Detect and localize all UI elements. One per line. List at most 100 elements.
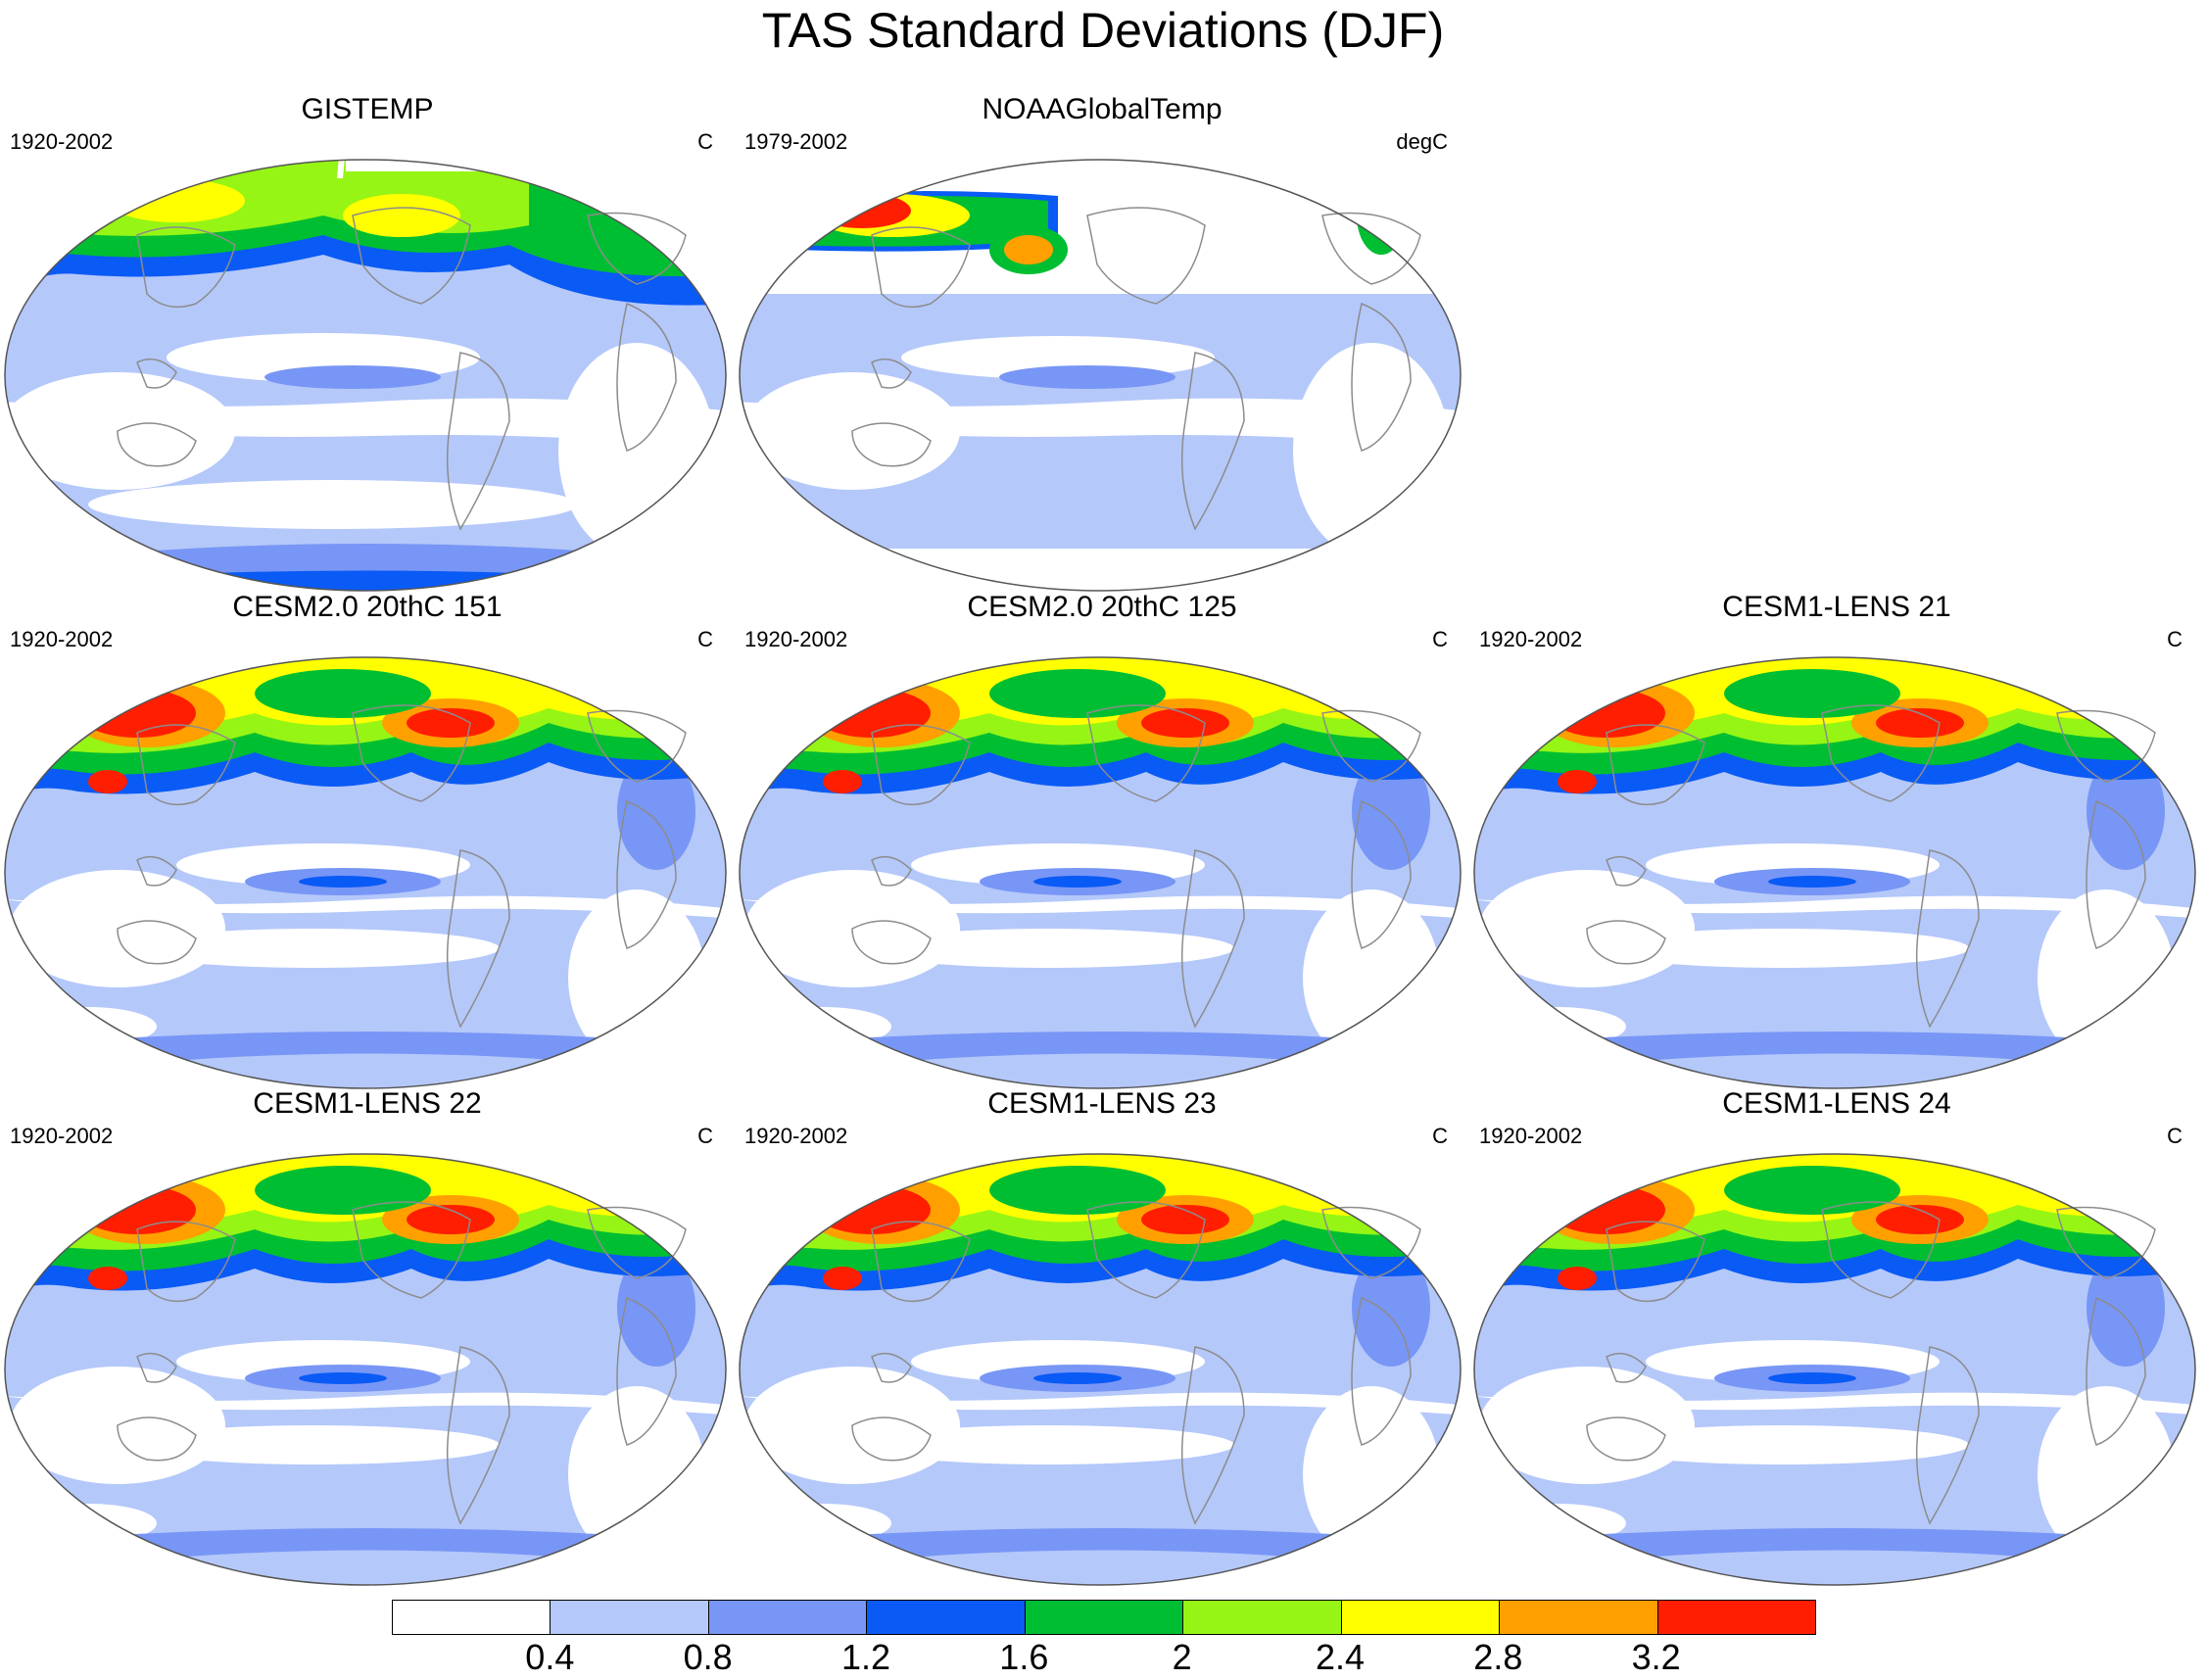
panel-cesm1-lens-21: CESM1-LENS 21 1920-2002 C xyxy=(1469,588,2204,1089)
coastline xyxy=(2086,799,2146,949)
field-nh-red-america xyxy=(407,1205,495,1234)
field-nh-red-america xyxy=(1141,708,1229,738)
coastline xyxy=(1086,704,1206,802)
panel-cesm2-151: CESM2.0 20thC 151 1920-2002 C xyxy=(0,588,735,1089)
coastline xyxy=(446,1346,510,1525)
coastline xyxy=(1086,207,1206,305)
coastline xyxy=(117,1416,197,1462)
field-europe-green xyxy=(1357,176,1406,255)
panel-gistemp: GISTEMP 1920-2002 C xyxy=(0,90,735,592)
coastline xyxy=(352,704,471,802)
field-enso-peak xyxy=(1768,1372,1856,1384)
coastline xyxy=(352,1201,471,1299)
panel-title: GISTEMP xyxy=(301,93,434,125)
coastline xyxy=(446,849,510,1029)
panel-units: C xyxy=(1432,1124,1448,1148)
colorbar-swatch xyxy=(1657,1601,1815,1634)
coastline xyxy=(1586,1416,1666,1462)
field-arctic-green xyxy=(1724,669,1900,718)
panel-period: 1920-2002 xyxy=(1479,1124,1583,1148)
panel-period: 1920-2002 xyxy=(10,627,114,651)
map-plot xyxy=(1473,1153,2196,1586)
coastline xyxy=(136,1221,236,1303)
colorbar-tick-label: 2.4 xyxy=(1315,1637,1366,1677)
field-data-gap xyxy=(337,160,345,178)
field-arctic-green xyxy=(255,669,431,718)
field-south-white xyxy=(20,1007,157,1046)
panel-units: C xyxy=(697,1124,713,1148)
coastline xyxy=(1606,724,1705,806)
map-border xyxy=(739,1153,1462,1586)
map-plot xyxy=(4,1153,727,1586)
coastline xyxy=(871,1221,971,1303)
map-border xyxy=(4,159,727,592)
field-tibet-red xyxy=(1558,770,1597,793)
field-arctic-green xyxy=(989,669,1166,718)
field-enso-peak xyxy=(299,876,387,888)
field-south-white xyxy=(1489,1504,1626,1543)
map-border xyxy=(739,656,1462,1089)
coastline xyxy=(1821,1201,1941,1299)
colorbar-swatch xyxy=(1025,1601,1184,1634)
coastline xyxy=(1606,1221,1705,1303)
field-south-white xyxy=(20,1504,157,1543)
colorbar-swatch xyxy=(867,1601,1026,1634)
panel-period: 1920-2002 xyxy=(1479,627,1583,651)
field-south-white xyxy=(754,1504,891,1543)
field-nh-yellow-america xyxy=(343,194,460,237)
coastline xyxy=(1606,1352,1647,1383)
coastline xyxy=(136,226,236,309)
panel-period: 1979-2002 xyxy=(744,129,848,154)
map-plot xyxy=(4,159,727,592)
panel-units: C xyxy=(697,627,713,651)
colorbar-swatch xyxy=(1341,1601,1501,1634)
field-enso-core xyxy=(999,365,1175,389)
field-arctic-green xyxy=(255,1166,431,1215)
field-tibet-red xyxy=(88,770,127,793)
map-border xyxy=(4,656,727,1089)
panel-period: 1920-2002 xyxy=(744,627,848,651)
coastline xyxy=(2056,709,2156,783)
figure-title: TAS Standard Deviations (DJF) xyxy=(761,3,1445,58)
panel-title: CESM1-LENS 23 xyxy=(987,1087,1217,1120)
colorbar-swatch xyxy=(393,1601,552,1634)
colorbar-tick-label: 0.4 xyxy=(525,1637,575,1677)
field-tibet-red xyxy=(823,1267,862,1290)
coastline xyxy=(871,724,971,806)
coastline xyxy=(1915,849,1980,1029)
panel-title: CESM1-LENS 21 xyxy=(1722,591,1951,623)
coastline xyxy=(136,855,177,887)
field-nh-red-asia xyxy=(813,193,911,228)
coastline xyxy=(117,920,197,965)
field-south-white xyxy=(754,1007,891,1046)
panel-cesm1-lens-23: CESM1-LENS 23 1920-2002 C xyxy=(735,1084,1469,1586)
field-arctic-green xyxy=(989,1166,1166,1215)
colorbar-tick-label: 2.8 xyxy=(1473,1637,1523,1677)
coastline xyxy=(136,1352,177,1383)
coastline xyxy=(1180,1346,1245,1525)
map-plot xyxy=(739,159,1462,592)
field-nh-red-america xyxy=(1876,1205,1964,1234)
coastline xyxy=(2086,1296,2146,1446)
colorbar-tick-label: 1.2 xyxy=(840,1637,891,1677)
coastline xyxy=(1321,709,1421,783)
coastline xyxy=(616,1296,677,1446)
panel-units: C xyxy=(1432,627,1448,651)
coastline xyxy=(851,920,932,965)
colorbar-tick-label: 3.2 xyxy=(1631,1637,1681,1677)
coastline xyxy=(871,358,912,389)
map-plot xyxy=(4,656,727,1089)
coastline xyxy=(136,724,236,806)
panel-title: CESM2.0 20thC 125 xyxy=(967,591,1237,623)
field-enso-peak xyxy=(1768,876,1856,888)
panel-title: CESM2.0 20thC 151 xyxy=(232,591,503,623)
coastline xyxy=(1821,704,1941,802)
coastline xyxy=(851,1416,932,1462)
map-border xyxy=(4,1153,727,1586)
coastline xyxy=(352,207,471,305)
coastline xyxy=(1086,1201,1206,1299)
coastline xyxy=(1351,799,1412,949)
colorbar-swatch xyxy=(708,1601,868,1634)
colorbar-swatch xyxy=(1500,1601,1658,1634)
coastline xyxy=(587,709,687,783)
